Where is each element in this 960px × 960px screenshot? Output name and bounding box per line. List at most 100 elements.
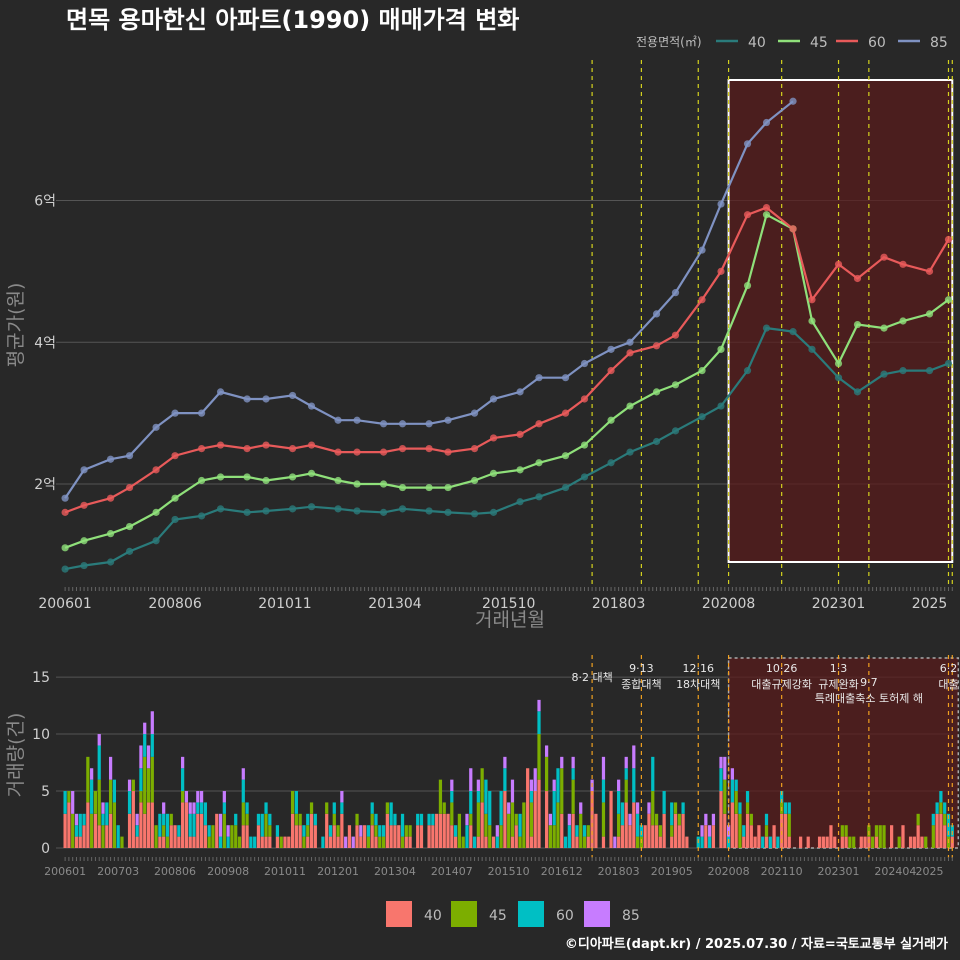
price-point-45 — [853, 320, 862, 329]
price-point-45 — [444, 483, 452, 492]
volume-bar-85 — [218, 813, 223, 837]
volume-bar-40 — [260, 836, 264, 848]
volume-bar-60 — [400, 813, 405, 837]
volume-bar-40 — [143, 813, 147, 848]
price-point-60 — [262, 441, 270, 449]
volume-bar-45 — [734, 791, 738, 814]
price-point-45 — [580, 441, 589, 449]
volume-bar-85 — [730, 768, 734, 780]
price-point-45 — [152, 508, 160, 516]
volume-bar-45 — [169, 813, 173, 826]
volume-bar-40 — [359, 836, 363, 848]
volume-bar-85 — [108, 756, 113, 780]
volume-bar-40 — [601, 836, 606, 848]
volume-bar-45 — [302, 836, 306, 848]
policy-annotation-text: 12·16 — [683, 662, 715, 675]
price-point-40 — [353, 507, 361, 515]
volume-bar-45 — [723, 779, 727, 814]
volume-bar-40 — [526, 768, 530, 848]
volume-bar-60 — [556, 768, 560, 803]
volume-bar-60 — [101, 813, 105, 826]
volume-bar-60 — [495, 836, 499, 848]
legend-label-85: 85 — [930, 35, 948, 51]
volume-bar-40 — [283, 836, 287, 848]
volume-bar-60 — [662, 791, 666, 814]
volume-bar-45 — [298, 813, 302, 826]
volume-bar-45 — [143, 756, 147, 814]
volume-bar-60 — [253, 836, 257, 848]
price-point-85 — [80, 466, 88, 474]
price-point-45 — [489, 469, 498, 477]
volume-bar-40 — [158, 836, 162, 848]
volume-bar-45 — [86, 756, 90, 803]
volume-bar-45 — [844, 825, 848, 837]
volume-legend: 40 45 60 85 — [386, 901, 640, 927]
volume-bar-85 — [579, 802, 583, 814]
volume-bar-40 — [268, 836, 272, 848]
price-point-60 — [216, 441, 225, 449]
price-point-45 — [106, 530, 115, 538]
volume-bar-85 — [359, 825, 363, 837]
volume-bar-40 — [374, 836, 378, 848]
volume-bar-45 — [154, 825, 158, 848]
volume-bar-45 — [924, 836, 928, 848]
price-point-40 — [607, 459, 615, 467]
volume-bar-40 — [533, 791, 537, 848]
volume-bar-40 — [355, 825, 359, 848]
volume-bar-60 — [571, 768, 575, 780]
volume-bar-40 — [127, 813, 132, 848]
volume-bar-85 — [571, 756, 575, 769]
volume-bar-45 — [878, 825, 882, 848]
volume-bar-45 — [484, 813, 488, 837]
volume-bar-60 — [294, 791, 298, 814]
price-point-60 — [171, 452, 179, 460]
price-point-40 — [379, 508, 388, 516]
price-y-axis-title: 평균가(원) — [5, 283, 27, 368]
volume-bar-85 — [601, 756, 606, 780]
volume-bar-40 — [620, 825, 625, 848]
volume-bar-45 — [294, 813, 298, 826]
volume-bar-60 — [74, 825, 79, 837]
price-point-85 — [516, 388, 524, 396]
volume-bar-40 — [844, 836, 848, 848]
price-point-40 — [944, 359, 953, 368]
volume-bar-40 — [817, 836, 822, 848]
volume-bar-85 — [199, 791, 204, 803]
volume-bar-85 — [465, 813, 469, 826]
volume-bar-85 — [241, 768, 245, 780]
volume-bar-40 — [450, 825, 454, 848]
volume-bar-40 — [476, 836, 480, 848]
volume-bar-45 — [336, 825, 340, 837]
volume-bar-60 — [241, 779, 245, 803]
volume-bar-60 — [416, 813, 420, 826]
volume-bar-60 — [670, 802, 674, 826]
price-x-axis-title: 거래년월 — [475, 609, 545, 631]
volume-bar-40 — [651, 825, 655, 848]
volume-bar-45 — [882, 825, 886, 848]
volume-bar-85 — [544, 745, 549, 757]
volume-bar-40 — [105, 825, 109, 848]
volume-x-tick-label: 202404 — [874, 865, 916, 878]
volume-bar-60 — [158, 813, 162, 837]
volume-bar-85 — [150, 711, 154, 735]
volume-x-tick-label: 201803 — [598, 865, 640, 878]
volume-bar-45 — [469, 813, 473, 826]
volume-bar-40 — [609, 791, 613, 848]
price-point-85 — [470, 409, 479, 417]
volume-bar-60 — [192, 813, 196, 837]
volume-bar-60 — [518, 813, 522, 837]
volume-bar-40 — [821, 836, 825, 848]
volume-bar-40 — [63, 813, 67, 848]
volume-x-tick-label: 202110 — [761, 865, 803, 878]
price-x-tick-label: 202008 — [702, 596, 755, 612]
volume-bar-60 — [181, 768, 185, 792]
volume-bar-45 — [381, 836, 386, 848]
price-point-45 — [379, 480, 388, 488]
price-point-60 — [516, 430, 524, 439]
volume-bar-45 — [131, 779, 135, 792]
price-point-40 — [853, 388, 862, 396]
volume-bar-45 — [601, 802, 606, 837]
policy-annotation-text: 특례대출축소 토허제 해 — [815, 691, 923, 705]
volume-bar-60 — [935, 802, 939, 814]
price-point-85 — [580, 359, 589, 368]
